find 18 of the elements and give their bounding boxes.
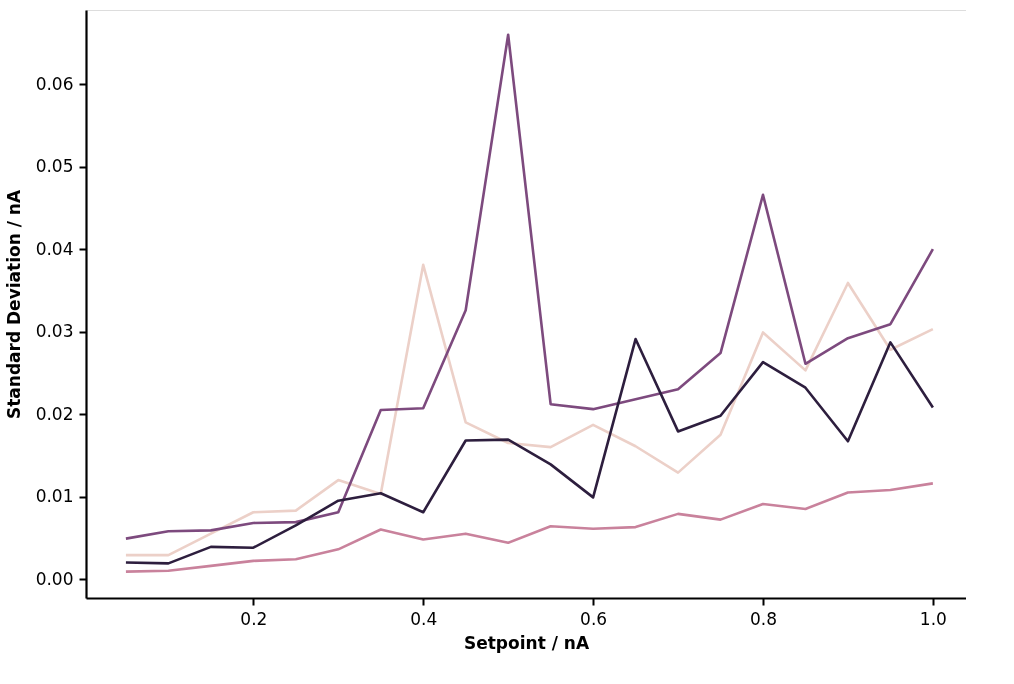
- y-tick-label: 0.01: [35, 486, 74, 507]
- y-tick-label: 0.04: [35, 238, 74, 259]
- x-tick-label: 0.8: [749, 608, 778, 629]
- x-axis-title: Setpoint / nA: [463, 632, 590, 653]
- y-tick-label: 0.06: [35, 73, 74, 94]
- y-tick-label: 0.00: [35, 568, 74, 589]
- x-tick-label: 0.4: [410, 608, 438, 629]
- y-axis-title: Standard Deviation / nA: [3, 189, 24, 420]
- x-tick-label: 0.6: [580, 608, 608, 629]
- line-series: [124, 33, 935, 540]
- y-tick-label: 0.03: [35, 321, 74, 342]
- y-tick-label: 0.05: [35, 156, 74, 177]
- x-tick-label: 1.0: [919, 608, 947, 629]
- line-series: [124, 337, 935, 565]
- y-tick-label: 0.02: [35, 403, 74, 424]
- line-series: [124, 263, 935, 557]
- line-series: [124, 482, 935, 573]
- x-tick-label: 0.2: [240, 608, 268, 629]
